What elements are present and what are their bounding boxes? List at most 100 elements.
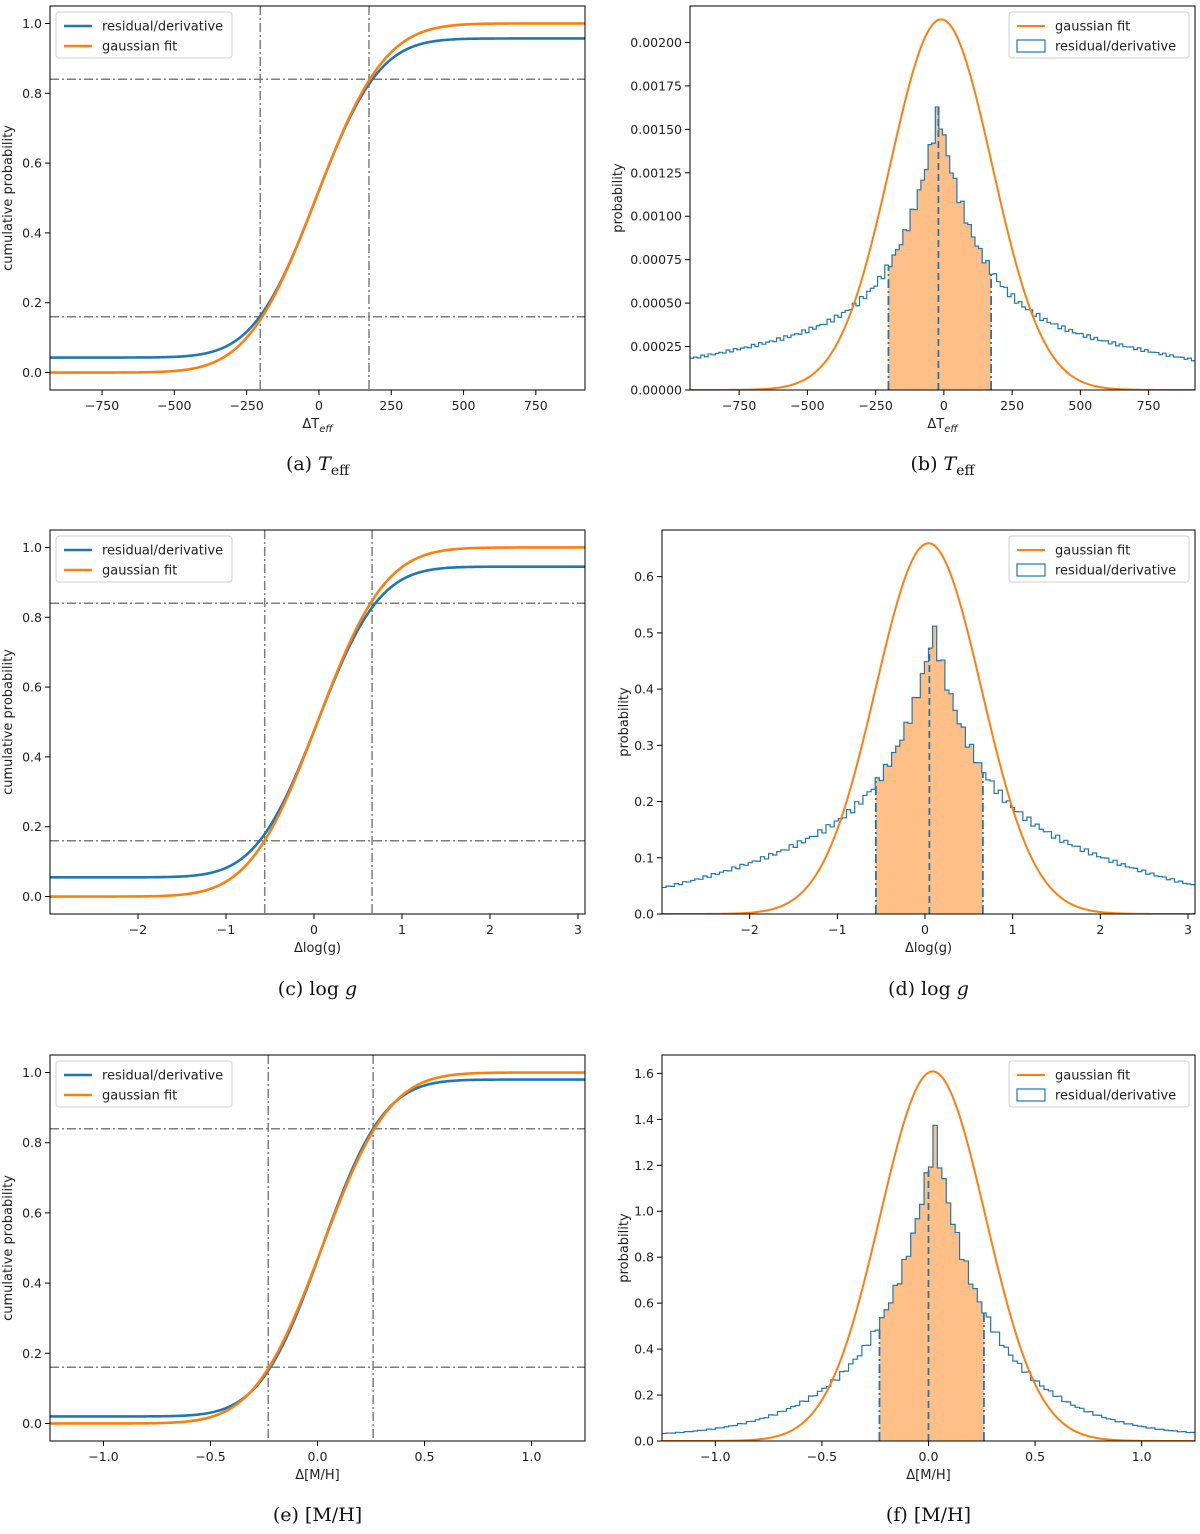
- y-tick-label: 0.8: [22, 610, 42, 625]
- legend-swatch-residual: [1016, 1088, 1046, 1102]
- x-tick-label: 0: [310, 922, 318, 937]
- legend: gaussian fit residual/derivative: [1008, 1060, 1190, 1108]
- legend-label: gaussian fit: [1055, 1069, 1130, 1084]
- y-tick-label: 0.4: [634, 682, 654, 697]
- y-tick-label: 0.6: [22, 156, 42, 171]
- legend-swatch-residual: [1016, 39, 1046, 53]
- shaded-1sigma-region: [879, 1125, 984, 1441]
- y-tick-label: 0.0: [22, 365, 42, 380]
- x-tick-label: 3: [574, 922, 582, 937]
- legend-label: residual/derivative: [102, 544, 223, 559]
- y-tick-label: 0.2: [22, 819, 42, 834]
- legend-box: [1008, 1060, 1190, 1108]
- axes-frame: [49, 529, 586, 915]
- legend-box: [55, 1060, 233, 1108]
- y-axis-label: probability: [617, 1213, 632, 1283]
- y-tick-label: 0.4: [22, 225, 42, 240]
- series-gaussian-fit: [50, 1071, 585, 1425]
- series-residual-derivative: [50, 1078, 585, 1418]
- panel-caption: (c) log g: [278, 978, 357, 1000]
- y-tick-label: 0.5: [634, 625, 654, 640]
- axes-frame: [689, 5, 1196, 391]
- shaded-1sigma-region: [888, 106, 992, 390]
- legend-label: gaussian fit: [1055, 20, 1130, 35]
- x-tick-label: 0.0: [919, 1449, 939, 1464]
- plot-area-a: [50, 6, 585, 390]
- x-tick-label: −2: [129, 922, 147, 937]
- y-tick-label: 0.00075: [630, 252, 682, 267]
- series-gaussian-fit: [690, 18, 1195, 390]
- x-tick-label: −250: [858, 398, 892, 413]
- x-tick-label: 2: [486, 922, 494, 937]
- y-tick-label: 0.0: [22, 1416, 42, 1431]
- y-tick-label: 0.1: [634, 850, 654, 865]
- plot-area-b: [690, 18, 1195, 390]
- y-axis-label: cumulative probability: [1, 1175, 16, 1321]
- x-tick-label: 2: [1096, 922, 1104, 937]
- series-gaussian-fit: [662, 1070, 1195, 1441]
- y-tick-label: 1.0: [634, 1204, 654, 1219]
- x-tick-label: 0: [940, 398, 948, 413]
- x-tick-label: −1.0: [88, 1449, 118, 1464]
- y-tick-label: 0.00100: [630, 209, 682, 224]
- x-tick-label: −500: [157, 398, 191, 413]
- y-tick-label: 0.4: [634, 1342, 654, 1357]
- x-axis-label: Δ[M/H]: [906, 1468, 950, 1483]
- x-tick-label: −2: [740, 922, 758, 937]
- y-tick-label: 0.3: [634, 738, 654, 753]
- panel-e: −1.0 −0.5 0.0 0.5 1.0 0.0 0.2 0.4 0.6 0.8 1.0 Δ[M/H…: [1, 1054, 586, 1526]
- legend-label: residual/derivative: [102, 20, 223, 35]
- y-tick-label: 0.8: [634, 1250, 654, 1265]
- x-tick-label: −750: [85, 398, 119, 413]
- x-tick-label: 500: [1068, 398, 1092, 413]
- y-tick-label: 1.0: [22, 1065, 42, 1080]
- panel-caption: (e) [M/H]: [273, 1504, 362, 1526]
- axes-frame: [49, 1054, 586, 1442]
- legend: residual/derivative gaussian fit: [55, 1060, 233, 1108]
- x-tick-label: 1: [1009, 922, 1017, 937]
- legend-label: residual/derivative: [1055, 564, 1176, 579]
- x-tick-label: 1.0: [1132, 1449, 1152, 1464]
- x-tick-label: 3: [1184, 922, 1192, 937]
- y-tick-label: 0.6: [634, 1296, 654, 1311]
- x-tick-label: −0.5: [195, 1449, 225, 1464]
- plot-area-d: [662, 542, 1195, 914]
- panel-caption: (f) [M/H]: [886, 1504, 971, 1526]
- series-residual-derivative: [50, 37, 585, 359]
- series-gaussian-fit: [50, 22, 585, 374]
- legend-label: residual/derivative: [102, 1069, 223, 1084]
- y-tick-label: 0.0: [634, 1434, 654, 1449]
- x-tick-label: 0: [315, 398, 323, 413]
- legend: residual/derivative gaussian fit: [55, 11, 233, 59]
- x-tick-label: −500: [790, 398, 824, 413]
- y-axis-label: cumulative probability: [1, 125, 16, 271]
- y-tick-label: 0.2: [634, 794, 654, 809]
- x-tick-label: 750: [1137, 398, 1161, 413]
- x-axis-label: Δ[M/H]: [295, 1468, 339, 1483]
- y-tick-label: 0.00000: [630, 383, 682, 398]
- legend-box: [55, 535, 233, 583]
- y-tick-label: 0.00150: [630, 122, 682, 137]
- y-tick-label: 1.0: [22, 540, 42, 555]
- panel-d: −2 −1 0 1 2 3 0.0 0.1 0.2 0.3 0.4 0.5 0.6 Δlog(g) prob…: [617, 529, 1196, 1000]
- y-tick-label: 0.2: [634, 1388, 654, 1403]
- y-tick-label: 0.00125: [630, 165, 682, 180]
- x-tick-label: −1.0: [700, 1449, 730, 1464]
- legend-label: gaussian fit: [102, 564, 177, 579]
- x-tick-label: −250: [229, 398, 263, 413]
- y-tick-label: 0.0: [634, 907, 654, 922]
- panel-a: −750 −500 −250 0 250 500 750 0.0 0.2 0.4 0.6 0.8 1.0…: [1, 5, 586, 479]
- panel-caption: (b) Teff: [911, 453, 976, 479]
- legend-label: residual/derivative: [1055, 1089, 1176, 1104]
- legend-box: [55, 11, 233, 59]
- series-residual-derivative: [690, 106, 1195, 362]
- y-tick-label: 1.6: [634, 1066, 654, 1081]
- y-tick-label: 0.00175: [630, 78, 682, 93]
- y-tick-label: 0.4: [22, 749, 42, 764]
- plot-area-e: [50, 1055, 585, 1441]
- x-tick-label: 0.5: [1025, 1449, 1045, 1464]
- y-tick-label: 0.8: [22, 86, 42, 101]
- legend-label: gaussian fit: [1055, 544, 1130, 559]
- legend-box: [1008, 535, 1190, 583]
